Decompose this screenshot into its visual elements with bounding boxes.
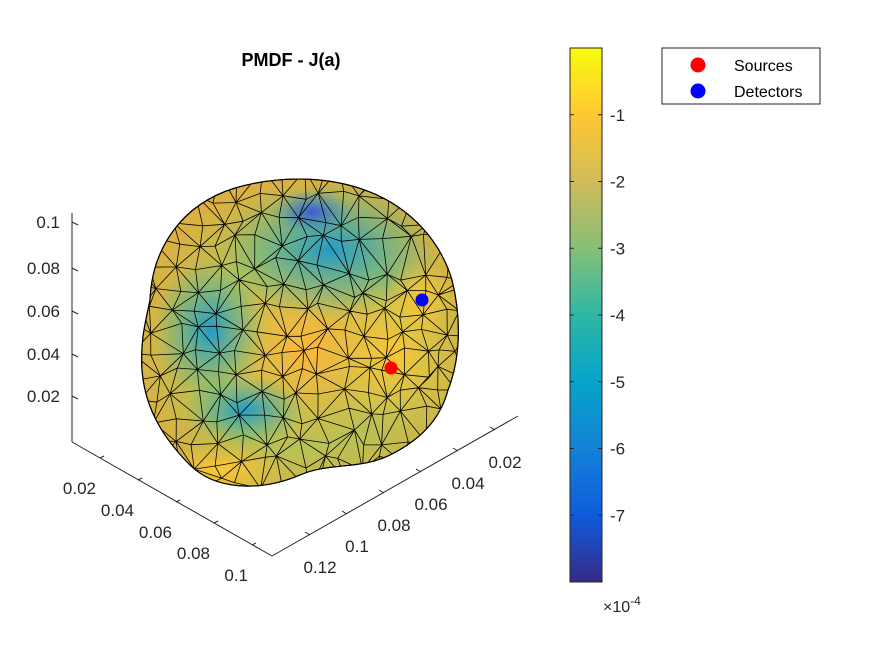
legend: Sources Detectors: [661, 47, 821, 105]
left-tick-mark: [213, 520, 219, 524]
legend-label: Detectors: [734, 84, 802, 101]
left-tick-label: 0.02: [63, 479, 96, 498]
axes-3d: [71, 213, 519, 557]
left-tick-label: 0.1: [224, 566, 248, 585]
z-tick-label: 0.02: [27, 387, 60, 406]
right-tick-mark: [415, 468, 422, 473]
left-tick-mark: [175, 499, 181, 503]
colorbar-gradient: [569, 47, 603, 583]
legend-marker: [690, 57, 706, 73]
left-axis-line: [71, 441, 273, 557]
colorbar-tick-label: -6: [610, 440, 625, 459]
legend-marker: [690, 83, 706, 99]
mesh-edges: [141, 179, 459, 487]
z-tick-mark: [71, 310, 79, 315]
z-tick-label: 0.1: [36, 213, 60, 232]
left-tick-mark: [99, 455, 105, 459]
colorbar-tick-label: -3: [610, 239, 625, 258]
left-tick-label: 0.08: [177, 544, 210, 563]
left-axis-ticks: 0.02 0.04 0.06 0.08 0.1: [63, 455, 257, 585]
z-tick-mark: [71, 353, 79, 358]
right-tick-label: 0.1: [345, 537, 369, 556]
legend-box: [661, 47, 821, 105]
z-tick-mark: [71, 221, 79, 226]
right-tick-label: 0.08: [377, 516, 410, 535]
colorbar-tick-label: -4: [610, 306, 625, 325]
colorbar: -7 -6 -5 -4 -3 -2 -1 ×10-4: [569, 47, 641, 616]
right-tick-label: 0.04: [451, 474, 484, 493]
left-tick-label: 0.04: [101, 501, 134, 520]
chart-title: PMDF - J(a): [242, 50, 341, 70]
right-tick-mark: [304, 531, 311, 536]
source-marker: [384, 361, 398, 375]
right-tick-mark: [341, 510, 348, 515]
right-tick-mark: [378, 489, 385, 494]
right-tick-mark: [489, 426, 496, 431]
z-tick-mark: [71, 395, 79, 400]
colorbar-tick-label: -7: [610, 506, 625, 525]
right-axis-line: [271, 415, 519, 557]
left-tick-mark: [251, 542, 257, 546]
left-tick-mark: [137, 477, 143, 481]
z-tick-label: 0.06: [27, 302, 60, 321]
right-tick-label: 0.06: [414, 495, 447, 514]
z-tick-mark: [71, 267, 79, 272]
z-axis-ticks: 0.02 0.04 0.06 0.08 0.1: [27, 213, 79, 406]
z-tick-label: 0.04: [27, 345, 60, 364]
colorbar-tick-label: -5: [610, 373, 625, 392]
colorbar-exponent: ×10-4: [603, 594, 641, 616]
head-surface-mesh: [141, 178, 460, 487]
right-tick-label: 0.02: [488, 453, 521, 472]
colorbar-tick-label: -1: [610, 106, 625, 125]
colorbar-tick-label: -2: [610, 173, 625, 192]
left-tick-label: 0.06: [139, 523, 172, 542]
legend-label: Sources: [734, 58, 793, 75]
right-tick-mark: [452, 447, 459, 452]
detector-marker: [415, 293, 429, 307]
right-axis-ticks: 0.020.040.060.08 0.1 0.12: [303, 426, 522, 577]
right-tick-label: 0.12: [303, 558, 336, 577]
colorbar-ticks: -7 -6 -5 -4 -3 -2 -1: [570, 106, 625, 525]
z-tick-label: 0.08: [27, 259, 60, 278]
